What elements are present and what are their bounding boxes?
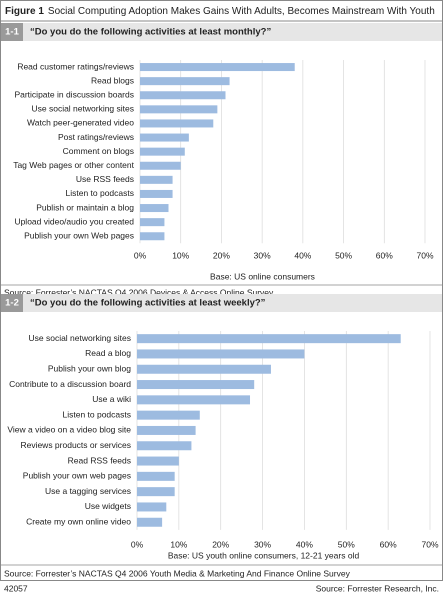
category-label: Comment on blogs [63, 146, 134, 156]
bar [140, 77, 230, 86]
x-tick-label: 30% [254, 539, 271, 549]
bar [137, 349, 305, 359]
bar [140, 119, 214, 128]
bar [140, 161, 181, 170]
category-label: Use social networking sites [31, 104, 134, 114]
bar [140, 189, 173, 198]
x-tick-label: 0% [131, 539, 144, 549]
bar [140, 133, 189, 142]
category-label: Use a wiki [92, 394, 131, 404]
section-label: 1-1 [5, 27, 19, 38]
section-label-bg [1, 23, 23, 41]
category-label: Use a tagging services [45, 486, 131, 496]
x-tick-label: 30% [254, 250, 271, 260]
chart-title: “Do you do the following activities at l… [30, 298, 266, 309]
base-note: Base: US youth online consumers, 12-21 y… [168, 550, 360, 560]
x-tick-label: 40% [296, 539, 313, 549]
category-label: Watch peer-generated video [27, 118, 134, 128]
section-header-bg [1, 23, 442, 41]
x-tick-label: 10% [170, 539, 187, 549]
bar [137, 471, 175, 481]
category-label: Publish your own blog [48, 364, 131, 374]
x-tick-label: 10% [172, 250, 189, 260]
category-label: Read blogs [91, 75, 134, 85]
bar [140, 63, 295, 72]
bar [140, 175, 173, 184]
x-tick-label: 20% [213, 250, 230, 260]
bar [137, 395, 251, 405]
bar [140, 105, 218, 114]
footer-source: Source: Forrester Research, Inc. [316, 583, 439, 593]
bar [137, 456, 179, 466]
bar [137, 487, 175, 497]
x-tick-label: 20% [212, 539, 229, 549]
category-label: Reviews products or services [20, 440, 131, 450]
bar [140, 147, 185, 156]
category-label: Participate in discussion boards [14, 90, 134, 100]
x-tick-label: 0% [134, 250, 147, 260]
category-label: View a video on a video blog site [7, 425, 131, 435]
category-label: Listen to podcasts [62, 409, 131, 419]
x-tick-label: 60% [380, 539, 397, 549]
x-tick-label: 50% [338, 539, 355, 549]
category-label: Listen to podcasts [65, 188, 134, 198]
bar [137, 380, 255, 390]
bar [137, 502, 167, 512]
section-label-bg [1, 294, 23, 312]
bar [140, 218, 165, 227]
x-tick-label: 60% [376, 250, 393, 260]
x-tick-label: 70% [421, 539, 438, 549]
figure-title: Figure 1 Social Computing Adoption Makes … [5, 6, 435, 17]
section-header-bg [1, 294, 442, 312]
bar [137, 517, 163, 527]
category-label: Tag Web pages or other content [13, 160, 134, 170]
category-label: Use social networking sites [28, 333, 131, 343]
category-label: Read a blog [85, 348, 131, 358]
x-tick-label: 70% [416, 250, 433, 260]
figure-label: Figure 1 [5, 6, 44, 17]
bar [137, 334, 401, 344]
category-label: Read customer ratings/reviews [17, 61, 134, 71]
category-label: Contribute to a discussion board [9, 379, 131, 389]
chart-title: “Do you do the following activities at l… [30, 27, 271, 38]
section-label: 1-2 [5, 298, 19, 309]
bar [140, 91, 226, 100]
bar [137, 441, 192, 451]
category-label: Use widgets [85, 501, 131, 511]
x-tick-label: 40% [294, 250, 311, 260]
bar [137, 425, 196, 435]
category-label: Use RSS feeds [76, 174, 134, 184]
category-label: Read RSS feeds [68, 455, 131, 465]
source-note: Source: Forrester’s NACTAS Q4 2006 Youth… [4, 568, 351, 578]
bar [137, 364, 271, 374]
x-tick-label: 50% [335, 250, 352, 260]
category-label: Publish your own web pages [23, 471, 131, 481]
bar [140, 232, 165, 241]
category-label: Post ratings/reviews [58, 132, 134, 142]
footer-id: 42057 [4, 583, 28, 593]
base-note: Base: US online consumers [210, 271, 315, 281]
bar [137, 410, 200, 420]
figure-title-text: Social Computing Adoption Makes Gains Wi… [48, 6, 435, 17]
category-label: Create my own online video [26, 517, 131, 527]
bar [140, 204, 169, 213]
category-label: Publish or maintain a blog [36, 202, 134, 212]
category-label: Publish your own Web pages [24, 231, 134, 241]
category-label: Upload video/audio you created [14, 216, 134, 226]
source-note: Source: Forrester’s NACTAS Q4 2006 Devic… [4, 287, 274, 297]
